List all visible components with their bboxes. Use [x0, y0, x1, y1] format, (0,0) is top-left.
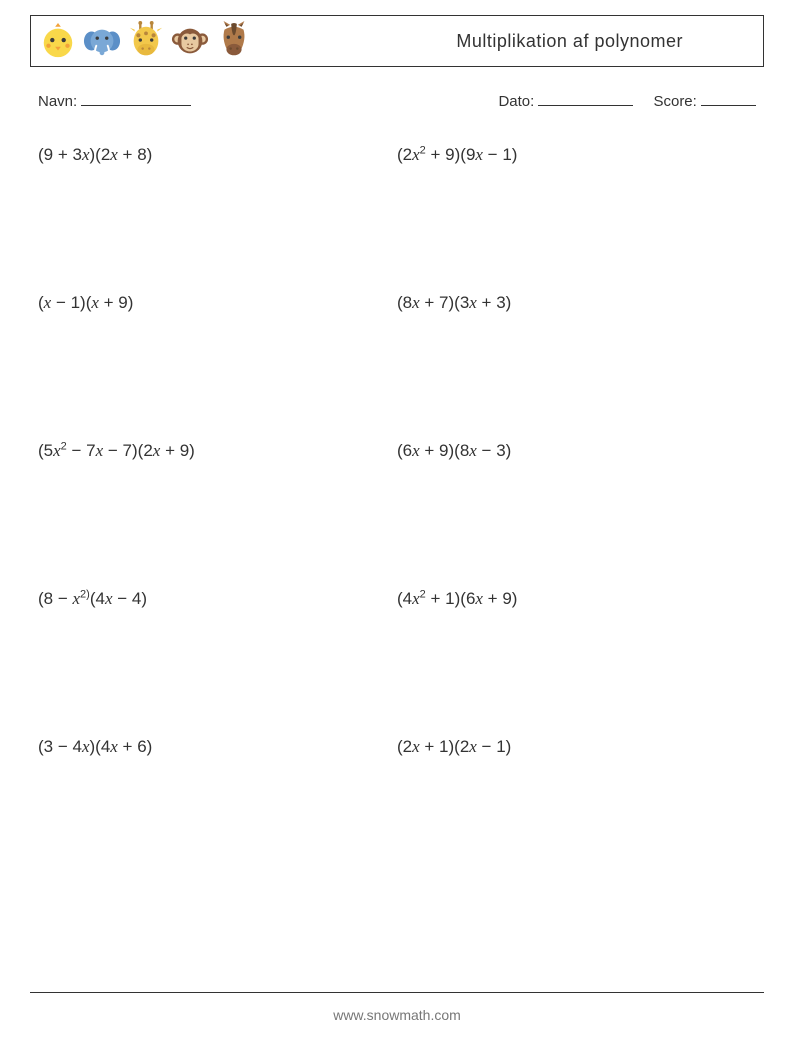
problem-right: (2x2 + 9)(9x − 1): [397, 145, 756, 165]
problem-right: (8x + 7)(3x + 3): [397, 293, 756, 313]
chick-icon: [39, 22, 77, 60]
header-box: Multiplikation af polynomer: [30, 15, 764, 67]
score-field: Score:: [653, 92, 756, 110]
problem-right: (2x + 1)(2x − 1): [397, 737, 756, 757]
problem-row: (8 − x2)(4x − 4)(4x2 + 1)(6x + 9): [38, 589, 756, 609]
problem-row: (3 − 4x)(4x + 6)(2x + 1)(2x − 1): [38, 737, 756, 757]
problem-left: (9 + 3x)(2x + 8): [38, 145, 397, 165]
score-label: Score:: [653, 93, 696, 110]
animal-icons: [39, 20, 253, 62]
meta-right: Dato: Score:: [498, 92, 756, 110]
date-label: Dato:: [498, 93, 534, 110]
worksheet-title: Multiplikation af polynomer: [456, 31, 683, 52]
date-underline[interactable]: [538, 92, 633, 106]
name-underline[interactable]: [81, 92, 191, 106]
footer-url: www.snowmath.com: [0, 1007, 794, 1023]
date-field: Dato:: [498, 92, 633, 110]
giraffe-icon: [127, 20, 165, 62]
problems-grid: (9 + 3x)(2x + 8)(2x2 + 9)(9x − 1) (x − 1)…: [38, 145, 756, 757]
problem-right: (4x2 + 1)(6x + 9): [397, 589, 756, 609]
elephant-icon: [83, 22, 121, 60]
problem-row: (x − 1)(x + 9)(8x + 7)(3x + 3): [38, 293, 756, 313]
footer-divider: [30, 992, 764, 993]
problem-left: (3 − 4x)(4x + 6): [38, 737, 397, 757]
score-underline[interactable]: [701, 92, 756, 106]
problem-row: (9 + 3x)(2x + 8)(2x2 + 9)(9x − 1): [38, 145, 756, 165]
problem-left: (8 − x2)(4x − 4): [38, 589, 397, 609]
problem-row: (5x2 − 7x − 7)(2x + 9)(6x + 9)(8x − 3): [38, 441, 756, 461]
meta-row: Navn: Dato: Score:: [38, 92, 756, 110]
problem-left: (x − 1)(x + 9): [38, 293, 397, 313]
monkey-icon: [171, 22, 209, 60]
problem-right: (6x + 9)(8x − 3): [397, 441, 756, 461]
name-field: Navn:: [38, 92, 191, 110]
horse-icon: [215, 20, 253, 62]
problem-left: (5x2 − 7x − 7)(2x + 9): [38, 441, 397, 461]
worksheet-page: Multiplikation af polynomer Navn: Dato: …: [0, 0, 794, 1053]
name-label: Navn:: [38, 93, 77, 110]
